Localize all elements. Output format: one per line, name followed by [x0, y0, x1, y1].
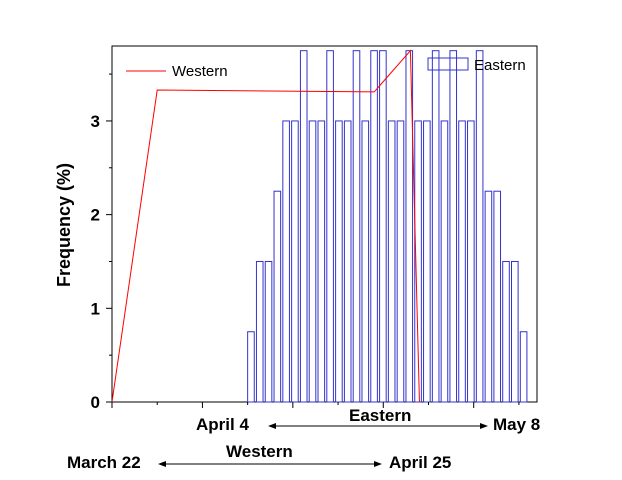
eastern-range-label: Eastern	[349, 406, 411, 425]
eastern-bar	[317, 120, 326, 403]
eastern-bar	[326, 50, 334, 403]
western-date-range: March 22 Western April 25	[67, 442, 451, 472]
legend-eastern-swatch	[427, 57, 469, 71]
western-range-start: March 22	[67, 453, 141, 472]
eastern-range-start: April 4	[196, 415, 249, 434]
y-axis-title: Frequency (%)	[54, 163, 74, 287]
western-line	[111, 49, 420, 403]
y-tick-label: 2	[91, 206, 100, 225]
eastern-bar	[440, 120, 449, 403]
eastern-bar	[264, 260, 273, 403]
eastern-bar	[502, 260, 510, 403]
y-tick-label: 1	[91, 299, 100, 318]
eastern-bar	[273, 190, 282, 403]
eastern-bar	[361, 120, 370, 403]
eastern-bars	[247, 50, 528, 403]
eastern-bar	[352, 50, 361, 403]
eastern-bar	[387, 120, 396, 403]
legend-eastern-label: Eastern	[474, 57, 526, 74]
western-range-label: Western	[226, 442, 293, 461]
eastern-bar	[396, 120, 405, 403]
western-range-arrow	[158, 461, 382, 467]
eastern-bar	[343, 120, 352, 403]
legend-western: Western	[126, 63, 228, 80]
eastern-bar	[493, 190, 502, 403]
y-tick-label: 0	[91, 393, 100, 412]
legend-eastern: Eastern	[427, 57, 526, 74]
eastern-bar	[475, 50, 484, 403]
eastern-bar	[414, 120, 422, 403]
eastern-range-arrow	[268, 423, 488, 429]
eastern-bar	[255, 260, 264, 403]
eastern-bar	[370, 50, 378, 403]
eastern-range-end: May 8	[493, 415, 540, 434]
eastern-bar	[299, 50, 308, 403]
y-tick-label: 3	[91, 112, 100, 131]
eastern-bar	[247, 331, 255, 403]
eastern-bar	[484, 190, 493, 403]
eastern-bar	[308, 120, 317, 403]
eastern-bar	[423, 120, 431, 403]
axes: 0 1 2 3	[91, 73, 520, 412]
eastern-bar	[467, 120, 475, 403]
eastern-bar	[511, 260, 519, 403]
legend-western-label: Western	[172, 63, 228, 80]
eastern-bar	[405, 50, 414, 403]
eastern-bar	[449, 50, 458, 403]
eastern-bar	[379, 50, 387, 403]
eastern-bar	[282, 120, 290, 403]
western-range-end: April 25	[389, 453, 451, 472]
eastern-bar	[335, 120, 343, 403]
eastern-bar	[458, 120, 466, 403]
eastern-bar	[519, 331, 528, 403]
eastern-bar	[291, 120, 299, 403]
western-series-line	[111, 49, 420, 403]
eastern-bar	[431, 50, 440, 403]
eastern-date-range: April 4 Eastern May 8	[196, 406, 540, 434]
